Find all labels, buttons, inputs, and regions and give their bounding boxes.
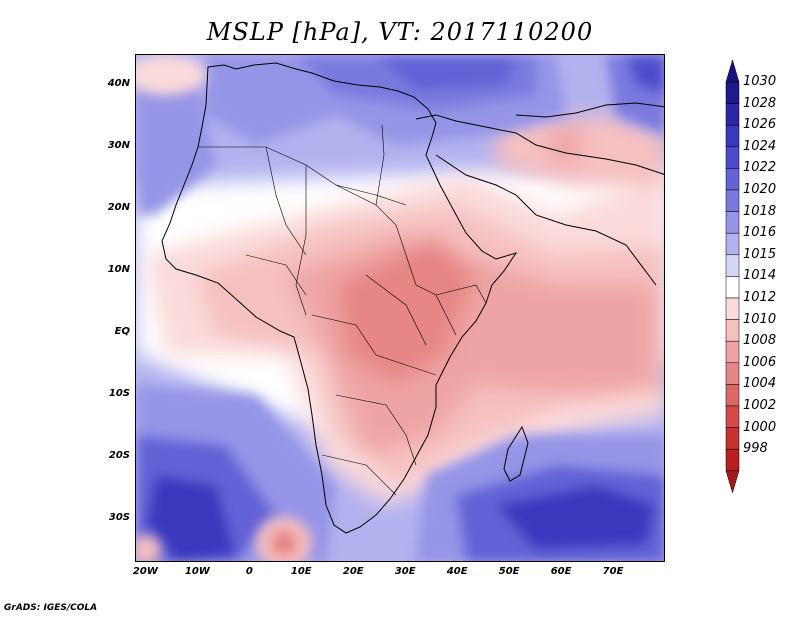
pressure-field-cells [136, 55, 312, 561]
colorbar-swatch [725, 448, 740, 472]
colorbar-level-label: 1010 [743, 311, 777, 327]
lon-tick-label: 70E [602, 566, 624, 577]
lat-tick-label: 10N [107, 263, 130, 275]
lat-tick-label: 40N [107, 77, 130, 89]
colorbar-swatch [725, 405, 740, 428]
lon-tick-label: 0 [245, 566, 253, 577]
colorbar-level-label: 998 [743, 441, 768, 457]
colorbar-swatch [725, 340, 740, 364]
pressure-map [135, 54, 665, 562]
colorbar-swatch [725, 297, 740, 320]
colorbar-level-label: 1030 [743, 74, 777, 89]
colorbar-level-label: 1018 [743, 203, 777, 219]
colorbar-level-label: 1012 [743, 290, 777, 305]
colorbar-swatch [725, 254, 740, 277]
colorbar-level-label: 1008 [743, 333, 777, 349]
coastlines [161, 62, 664, 534]
colorbar-swatch [725, 211, 740, 234]
lon-tick-label: 40E [446, 566, 468, 577]
colorbar-level-label: 1028 [743, 95, 777, 111]
colorbar-swatch [725, 362, 740, 385]
lat-tick-label: EQ [114, 325, 130, 337]
pressure-field-high [136, 55, 664, 561]
colorbar-level-label: 1004 [743, 376, 777, 392]
map-title: MSLP [hPa], VT: 2017110200 [206, 18, 594, 46]
colorbar-level-label: 1022 [743, 160, 777, 176]
colorbar [725, 59, 740, 494]
credit-footer: GrADS: IGES/COLA [4, 603, 98, 613]
lat-tick-label: 30N [107, 139, 130, 151]
colorbar-top-arrow [725, 59, 740, 83]
colorbar-swatch [725, 103, 740, 126]
colorbar-level-label: 1006 [743, 354, 777, 370]
lon-tick-label: 10W [184, 566, 210, 577]
colorbar-level-label: 1024 [743, 138, 777, 154]
lon-tick-label: 20E [342, 566, 364, 577]
colorbar-bottom-arrow [725, 470, 740, 494]
colorbar-swatch [725, 189, 740, 212]
colorbar-level-label: 1014 [743, 268, 777, 284]
lat-tick-label: 20S [108, 449, 130, 461]
colorbar-level-label: 1000 [743, 419, 777, 435]
colorbar-swatch [725, 81, 740, 104]
lon-tick-label: 60E [550, 566, 572, 577]
lat-tick-label: 10S [108, 387, 130, 399]
colorbar-swatch [725, 384, 740, 407]
map-canvas [136, 55, 664, 561]
colorbar-level-label: 1020 [743, 182, 777, 197]
lon-tick-label: 20W [132, 566, 158, 577]
lat-tick-label: 30S [108, 511, 130, 523]
colorbar-swatch [725, 146, 740, 169]
lat-tick-label: 20N [107, 201, 130, 213]
colorbar-level-label: 1015 [743, 246, 777, 262]
colorbar-level-label: 1026 [743, 117, 777, 133]
colorbar-swatch [725, 168, 740, 191]
lon-tick-label: 10E [290, 566, 312, 577]
colorbar-swatch [725, 232, 740, 256]
colorbar-swatch [725, 319, 740, 342]
colorbar-swatch [725, 276, 740, 299]
colorbar-swatch [725, 427, 740, 450]
lon-tick-label: 50E [498, 566, 520, 577]
colorbar-level-label: 1016 [743, 225, 777, 241]
colorbar-swatch [725, 124, 740, 148]
country-borders [198, 124, 487, 496]
colorbar-level-label: 1002 [743, 398, 777, 413]
lon-tick-label: 30E [394, 566, 416, 577]
